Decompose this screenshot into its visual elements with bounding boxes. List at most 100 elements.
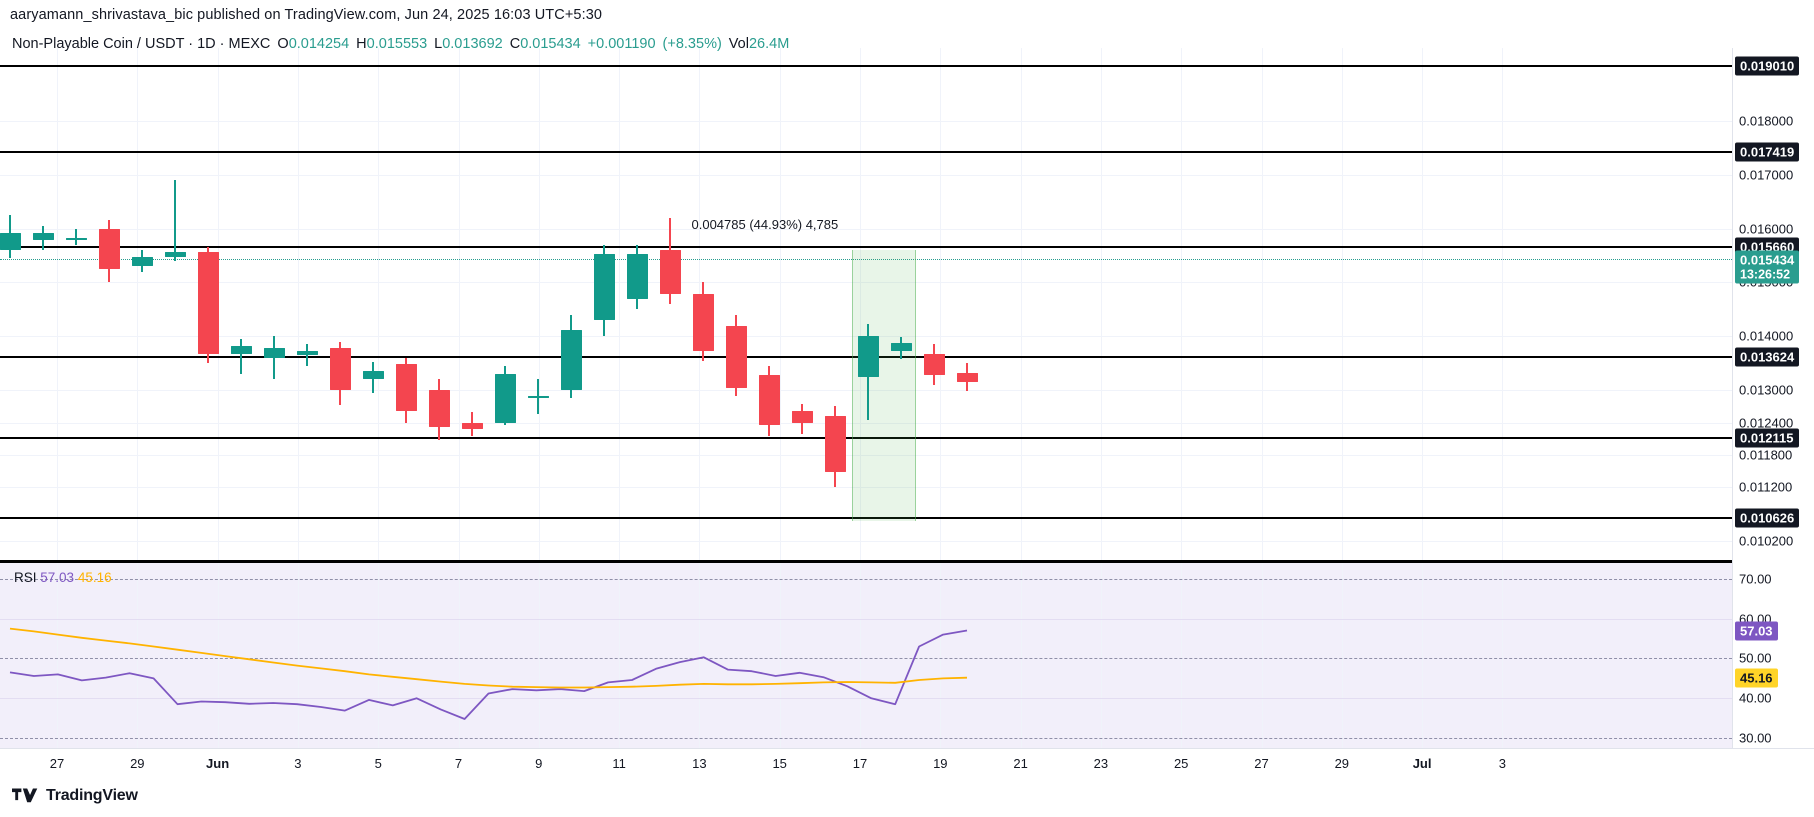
level-price-pill[interactable]: 0.012115: [1735, 428, 1799, 448]
time-axis-tick-label: 9: [535, 756, 543, 771]
horizontal-level-line[interactable]: [0, 436, 1732, 439]
candle-body[interactable]: [560, 329, 582, 391]
grid-line-horizontal: [0, 174, 1732, 176]
candle-body[interactable]: [164, 252, 186, 257]
last-price-pill[interactable]: 0.015434 13:26:52: [1735, 250, 1800, 284]
price-panel[interactable]: 0.004785 (44.93%) 4,785: [0, 48, 1732, 560]
time-axis-tick-label: 25: [1173, 756, 1189, 771]
candle-body[interactable]: [98, 228, 120, 269]
time-axis-tick-label: 11: [612, 756, 626, 771]
candle-body[interactable]: [230, 346, 252, 354]
change-value: +0.001190: [587, 36, 656, 52]
grid-line-vertical: [619, 48, 621, 560]
time-axis-tick-label: 13: [692, 756, 707, 771]
level-price-pill[interactable]: 0.019010: [1735, 56, 1800, 76]
price-pill-value: 0.012115: [1740, 430, 1794, 446]
time-axis-tick-label: 19: [933, 756, 948, 771]
candle-body[interactable]: [758, 375, 780, 426]
price-axis-tick-label: 0.010200: [1739, 533, 1794, 549]
candle-body[interactable]: [824, 416, 846, 473]
grid-line-vertical: [1422, 563, 1424, 748]
price-pill-value: 0.010626: [1740, 510, 1795, 526]
grid-line-horizontal: [0, 282, 1732, 284]
last-price-line: [0, 259, 1732, 261]
candle-body[interactable]: [857, 336, 879, 377]
candle-body[interactable]: [659, 250, 681, 295]
rsi-axis-tick-label: 70.00: [1739, 571, 1772, 587]
candle-body[interactable]: [395, 364, 417, 411]
price-pill-value: 0.013624: [1740, 349, 1795, 365]
price-pill-countdown: 13:26:52: [1740, 267, 1791, 282]
candle-body[interactable]: [296, 351, 318, 356]
grid-line-vertical: [940, 48, 942, 560]
footer: TradingView: [12, 787, 138, 805]
horizontal-level-line[interactable]: [0, 517, 1732, 520]
close-key: C: [509, 36, 521, 52]
candle-body[interactable]: [131, 256, 153, 267]
candle-wick: [273, 336, 275, 380]
publisher-line: aaryamann_shrivastava_bic published on T…: [10, 7, 603, 23]
grid-line-horizontal: [0, 390, 1732, 392]
candle-body[interactable]: [362, 371, 384, 380]
horizontal-level-line[interactable]: [0, 65, 1732, 68]
grid-line-vertical: [297, 563, 299, 748]
candle-body[interactable]: [692, 294, 714, 352]
rsi-axis[interactable]: 70.00 60.00 50.00 40.00 30.00 57.03 45.16: [1733, 563, 1814, 748]
candle-body[interactable]: [494, 374, 516, 423]
time-axis[interactable]: 27 29 Jun 3 5 7 9 11 13 15 17 19 21 23 25 27 29 Jul 3: [0, 748, 1814, 780]
time-axis-tick-label: 29: [130, 756, 145, 771]
symbol-title[interactable]: Non-Playable Coin / USDT · 1D · MEXC: [12, 36, 271, 52]
candle-body[interactable]: [626, 254, 648, 299]
price-pill-value: 0.015434: [1740, 252, 1795, 268]
level-price-pill[interactable]: 0.010626: [1735, 508, 1800, 528]
time-axis-tick-label: 15: [772, 756, 787, 771]
candle-body[interactable]: [593, 254, 615, 321]
horizontal-level-line[interactable]: [0, 151, 1732, 154]
level-price-pill[interactable]: 0.013624: [1735, 347, 1800, 367]
rsi-value-pill[interactable]: 45.16: [1735, 668, 1778, 688]
time-axis-tick-label: 27: [1254, 756, 1269, 771]
time-axis-tick-label: 3: [1498, 756, 1507, 771]
grid-line-vertical: [137, 563, 139, 748]
price-axis-tick-label: 0.012400: [1739, 415, 1794, 431]
level-price-pill[interactable]: 0.017419: [1735, 142, 1800, 162]
grid-line-horizontal: [0, 422, 1732, 424]
time-axis-tick-label: 5: [374, 756, 382, 771]
measure-range-box[interactable]: [851, 250, 916, 521]
candle-body[interactable]: [890, 342, 912, 352]
candle-body[interactable]: [197, 252, 219, 354]
time-axis-tick-label: 23: [1093, 756, 1109, 771]
price-axis[interactable]: 0.0180000.0170000.0160000.0150000.014000…: [1733, 48, 1814, 560]
grid-line-vertical: [538, 48, 540, 560]
rsi-level-line: [0, 738, 1732, 740]
rsi-level-line: [0, 578, 1732, 580]
close-value: 0.015434: [520, 36, 581, 52]
grid-line-vertical: [1341, 563, 1343, 748]
grid-line-vertical: [1261, 563, 1263, 748]
candle-body[interactable]: [32, 232, 54, 241]
price-pill-value: 0.017419: [1740, 144, 1795, 160]
candle-body[interactable]: [329, 348, 351, 391]
grid-line-vertical: [1502, 563, 1504, 748]
rsi-grid-line: [0, 618, 1732, 620]
horizontal-level-line[interactable]: [0, 245, 1732, 248]
candle-body[interactable]: [65, 237, 87, 241]
candle-body[interactable]: [527, 395, 549, 399]
time-axis-tick-label: 27: [49, 756, 65, 771]
rsi-panel[interactable]: [0, 563, 1732, 748]
grid-line-vertical: [1181, 563, 1183, 748]
candle-body[interactable]: [0, 232, 21, 251]
candle-body[interactable]: [791, 410, 813, 423]
candle-body[interactable]: [461, 422, 483, 430]
candle-body[interactable]: [923, 353, 945, 376]
grid-line-horizontal: [0, 228, 1732, 230]
rsi-value-pill[interactable]: 57.03: [1735, 621, 1778, 640]
candle-body[interactable]: [428, 390, 450, 427]
panel-separator: [0, 560, 1732, 563]
rsi-level-line: [0, 658, 1732, 660]
candle-body[interactable]: [956, 372, 978, 383]
rsi-legend-value: 57.03: [40, 570, 75, 585]
candle-body[interactable]: [263, 348, 285, 358]
candle-body[interactable]: [725, 325, 747, 388]
